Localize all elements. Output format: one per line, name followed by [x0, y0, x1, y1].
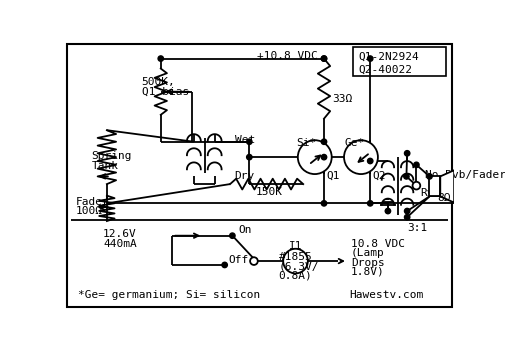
Text: (Lamp: (Lamp [350, 248, 384, 259]
Text: Q1: Q1 [326, 171, 339, 181]
Circle shape [343, 140, 377, 174]
Circle shape [246, 139, 251, 144]
Circle shape [403, 208, 409, 214]
Circle shape [367, 158, 372, 164]
Circle shape [367, 201, 372, 206]
Text: Q2-40022: Q2-40022 [358, 64, 412, 74]
Text: #1855: #1855 [278, 252, 312, 262]
Text: No Rvb/Fader: No Rvb/Fader [424, 170, 505, 180]
Circle shape [321, 201, 326, 206]
Circle shape [426, 174, 431, 179]
Text: Q1-2N2924: Q1-2N2924 [358, 52, 419, 62]
Circle shape [321, 56, 326, 61]
Text: Hawestv.com: Hawestv.com [349, 290, 423, 300]
Circle shape [403, 174, 408, 179]
Circle shape [321, 154, 326, 160]
Text: Spring: Spring [91, 151, 132, 161]
Text: I1: I1 [289, 241, 302, 251]
Text: 33Ω: 33Ω [332, 94, 352, 104]
Circle shape [403, 151, 409, 156]
Text: Tank: Tank [91, 161, 118, 171]
Text: Si*: Si* [296, 137, 316, 147]
Text: 10.8 VDC: 10.8 VDC [350, 239, 404, 249]
Circle shape [229, 233, 235, 238]
Text: 0.8A): 0.8A) [278, 271, 312, 281]
Text: 500K,: 500K, [141, 77, 175, 87]
Text: 8Ω: 8Ω [436, 193, 450, 203]
Text: *Ge= germanium; Si= silicon: *Ge= germanium; Si= silicon [78, 290, 260, 300]
Bar [352, 47, 445, 76]
Circle shape [413, 162, 418, 168]
Text: 1.8V): 1.8V) [350, 267, 384, 277]
Circle shape [222, 262, 227, 268]
Text: Drops: Drops [350, 257, 384, 268]
Circle shape [412, 182, 420, 189]
Circle shape [403, 214, 409, 220]
Text: +10.8 VDC: +10.8 VDC [257, 51, 318, 60]
Text: On: On [238, 225, 251, 235]
Text: (6.3V/: (6.3V/ [278, 262, 319, 271]
Text: Dry: Dry [233, 171, 254, 181]
Circle shape [158, 56, 163, 61]
Text: Ge*: Ge* [343, 137, 364, 147]
Circle shape [249, 257, 257, 265]
Text: Q2: Q2 [372, 171, 385, 181]
Text: 440mA: 440mA [103, 239, 136, 249]
Text: Wet: Wet [235, 135, 255, 145]
Bar [429, 176, 439, 196]
Text: 100Ω: 100Ω [76, 206, 103, 216]
Text: 12.6V: 12.6V [103, 229, 136, 239]
Circle shape [297, 140, 331, 174]
Text: 150K: 150K [255, 187, 282, 197]
Circle shape [384, 208, 390, 214]
Polygon shape [439, 170, 453, 203]
Circle shape [283, 249, 307, 273]
Circle shape [321, 139, 326, 144]
Text: Fader: Fader [76, 197, 110, 207]
Circle shape [367, 56, 372, 61]
Text: Rvb: Rvb [420, 188, 440, 197]
Circle shape [246, 154, 251, 160]
Text: 3:1: 3:1 [407, 223, 427, 233]
Circle shape [321, 56, 326, 61]
Text: Q1 bias: Q1 bias [141, 87, 188, 97]
Text: Off: Off [228, 255, 248, 265]
